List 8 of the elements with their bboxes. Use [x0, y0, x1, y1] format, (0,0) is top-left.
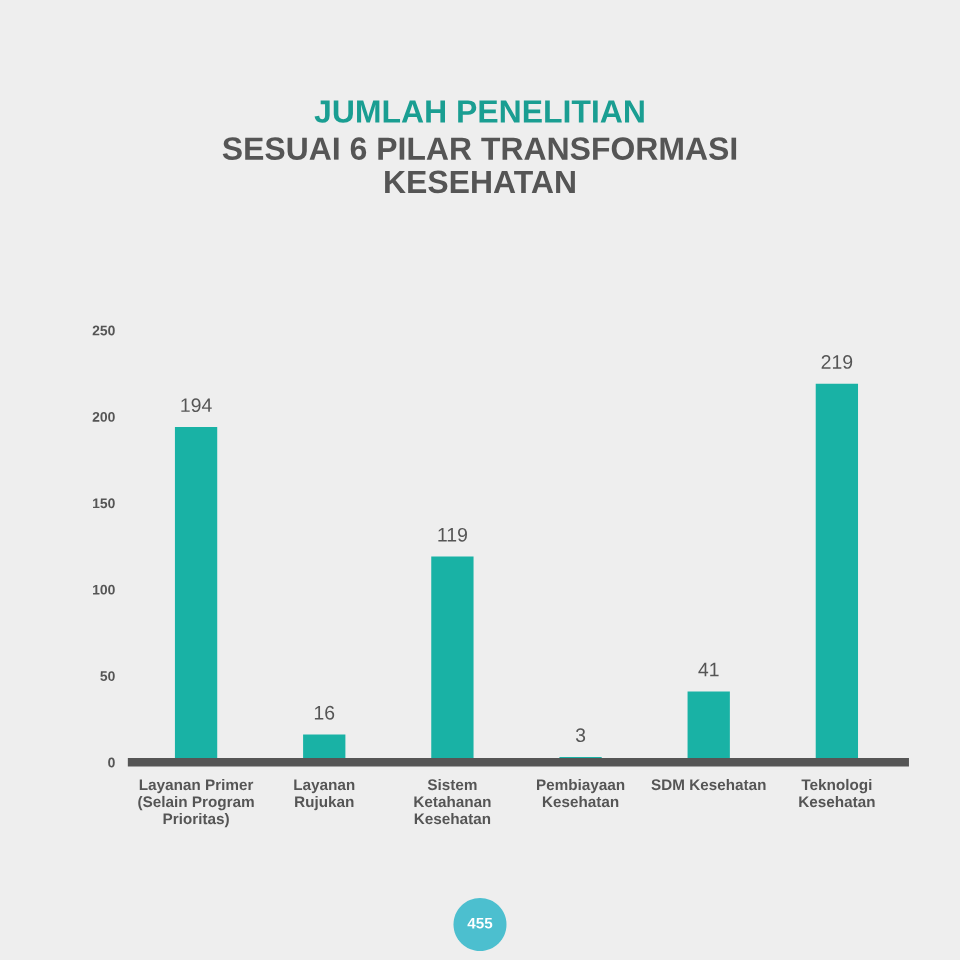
data-label: 16	[314, 705, 335, 720]
data-label: 3	[575, 728, 586, 743]
chart-subtitle: SESUAI 6 PILAR TRANSFORMASI KESEHATAN	[222, 137, 737, 194]
data-label: 41	[698, 662, 719, 677]
chart-title: JUMLAH PENELITIAN	[314, 100, 644, 123]
data-label: 219	[821, 355, 853, 369]
data-label: 119	[438, 527, 467, 542]
data-label: 194	[181, 398, 212, 413]
